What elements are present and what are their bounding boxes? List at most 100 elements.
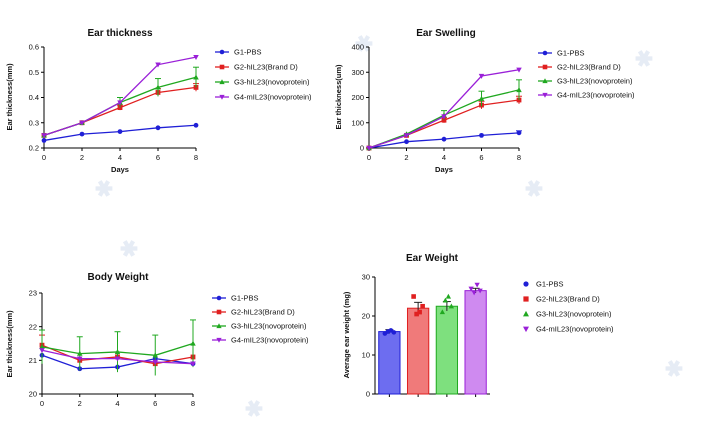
legend-marker (523, 326, 529, 333)
x-tick-label: 0 (42, 153, 46, 162)
watermark: ✱ (520, 173, 548, 204)
data-point (414, 311, 419, 317)
data-point (39, 348, 45, 354)
data-point (471, 290, 477, 296)
watermark: ✱ (115, 233, 143, 264)
y-tick-label: 0.2 (29, 144, 39, 153)
data-point (76, 350, 83, 356)
y-tick-label: 0.6 (29, 43, 39, 52)
x-tick-label: 4 (115, 399, 119, 408)
x-tick-label: 2 (78, 399, 82, 408)
y-tick-label: 300 (351, 68, 364, 77)
legend-label: G4-mIL23(novoprotein) (536, 325, 614, 334)
legend-label: G2-hIL23(Brand D) (231, 308, 295, 317)
y-tick-label: 400 (351, 43, 364, 52)
x-axis-label: Days (111, 165, 129, 174)
legend-marker (523, 310, 529, 317)
series-4 (39, 348, 196, 367)
x-tick-label: 0 (40, 399, 44, 408)
x-tick-label: 8 (191, 399, 195, 408)
y-tick-label: 0.4 (29, 93, 39, 102)
data-point (155, 84, 161, 90)
legend-label: G4-mIL23(novoprotein) (557, 91, 635, 100)
y-tick-label: 20 (29, 390, 37, 399)
data-point (39, 343, 45, 350)
data-point (114, 349, 121, 355)
data-point (516, 130, 522, 136)
legend-label: G1-PBS (231, 294, 259, 303)
data-point (417, 309, 422, 315)
data-point (403, 133, 410, 139)
legend-marker (219, 79, 225, 85)
data-point (441, 117, 447, 123)
legend-marker (216, 295, 222, 301)
data-point (155, 62, 161, 68)
series-4 (366, 67, 522, 151)
bar (435, 305, 459, 395)
data-point (114, 356, 121, 362)
y-tick-label: 30 (362, 273, 370, 282)
y-tick-label: 0.5 (29, 68, 39, 77)
legend: G1-PBS G2-hIL23(Brand D) G3-hIL23(novoprot… (538, 49, 635, 100)
plot-area: 0 10 20 30 G1-PBS G2-hIL23(Brand D) G3-hIL23(n… (362, 273, 614, 399)
legend-label: G1-PBS (536, 280, 564, 289)
watermark: ✱ (660, 353, 688, 384)
y-tick-label: 0.3 (29, 118, 39, 127)
legend: G1-PBS G2-hIL23(Brand D) G3-hIL23(novoprot… (523, 280, 614, 334)
legend-marker (216, 323, 222, 329)
data-point (190, 361, 196, 367)
y-axis-label: Ear thickness(um) (334, 64, 343, 130)
legend-marker (523, 281, 529, 287)
legend-marker (219, 64, 225, 70)
legend-marker (542, 78, 548, 84)
bar (406, 307, 430, 395)
legend-label: G3-hIL23(novoprotein) (536, 310, 612, 319)
legend-label: G2-hIL23(Brand D) (536, 295, 600, 304)
data-point (441, 136, 447, 142)
series-3 (39, 319, 196, 376)
data-point (442, 297, 449, 303)
legend-marker (219, 49, 225, 55)
y-tick-label: 21 (29, 356, 37, 365)
legend-marker (523, 296, 529, 302)
legend-marker (216, 309, 222, 315)
chart-ear-thickness: Ear thickness Days Ear thickness(mm) 0.2… (5, 28, 312, 174)
x-tick-label: 4 (442, 153, 446, 162)
y-tick-label: 20 (362, 312, 370, 321)
series-1 (41, 122, 199, 143)
series-line (43, 56, 197, 136)
plot-area: 0.2 0.3 0.4 0.5 0.6 0 2 4 6 8 G1-PBS G2-hIL23(Brand… (29, 43, 312, 162)
legend-label: G2-hIL23(Brand D) (557, 63, 621, 72)
legend-label: G3-hIL23(novoprotein) (234, 78, 310, 87)
chart-title: Ear thickness (87, 28, 152, 39)
plot-area: 20 21 22 23 0 2 4 6 8 G1-PBS G2-hIL23(Brand D) G3-h… (29, 289, 309, 408)
x-tick-label: 2 (80, 153, 84, 162)
bar (464, 290, 487, 395)
data-point (441, 114, 447, 120)
bar-group-4 (464, 282, 487, 395)
series-4 (41, 54, 199, 139)
legend-marker (542, 92, 548, 98)
y-tick-label: 22 (29, 322, 37, 331)
y-tick-label: 23 (29, 289, 37, 298)
legend: G1-PBS G2-hIL23(Brand D) G3-hIL23(novoprot… (215, 48, 312, 102)
legend-marker (542, 64, 548, 70)
legend-marker (219, 94, 225, 100)
x-axis-label: Days (435, 165, 453, 174)
data-point (193, 122, 199, 128)
bar-group-3 (435, 293, 459, 395)
legend-label: G4-mIL23(novoprotein) (231, 336, 309, 345)
legend: G1-PBS G2-hIL23(Brand D) G3-hIL23(novoprot… (212, 294, 309, 345)
bar-group-2 (406, 294, 430, 395)
data-point (76, 356, 83, 362)
chart-title: Body Weight (88, 272, 150, 283)
data-point (404, 139, 409, 145)
data-point (420, 303, 425, 309)
x-tick-label: 6 (153, 399, 157, 408)
legend-label: G2-hIL23(Brand D) (234, 63, 298, 72)
chart-ear-weight: Ear Weight Average ear weight (mg) 0 10 20… (342, 253, 614, 399)
data-point (193, 74, 199, 80)
data-point (79, 131, 85, 137)
legend-label: G1-PBS (557, 49, 585, 58)
